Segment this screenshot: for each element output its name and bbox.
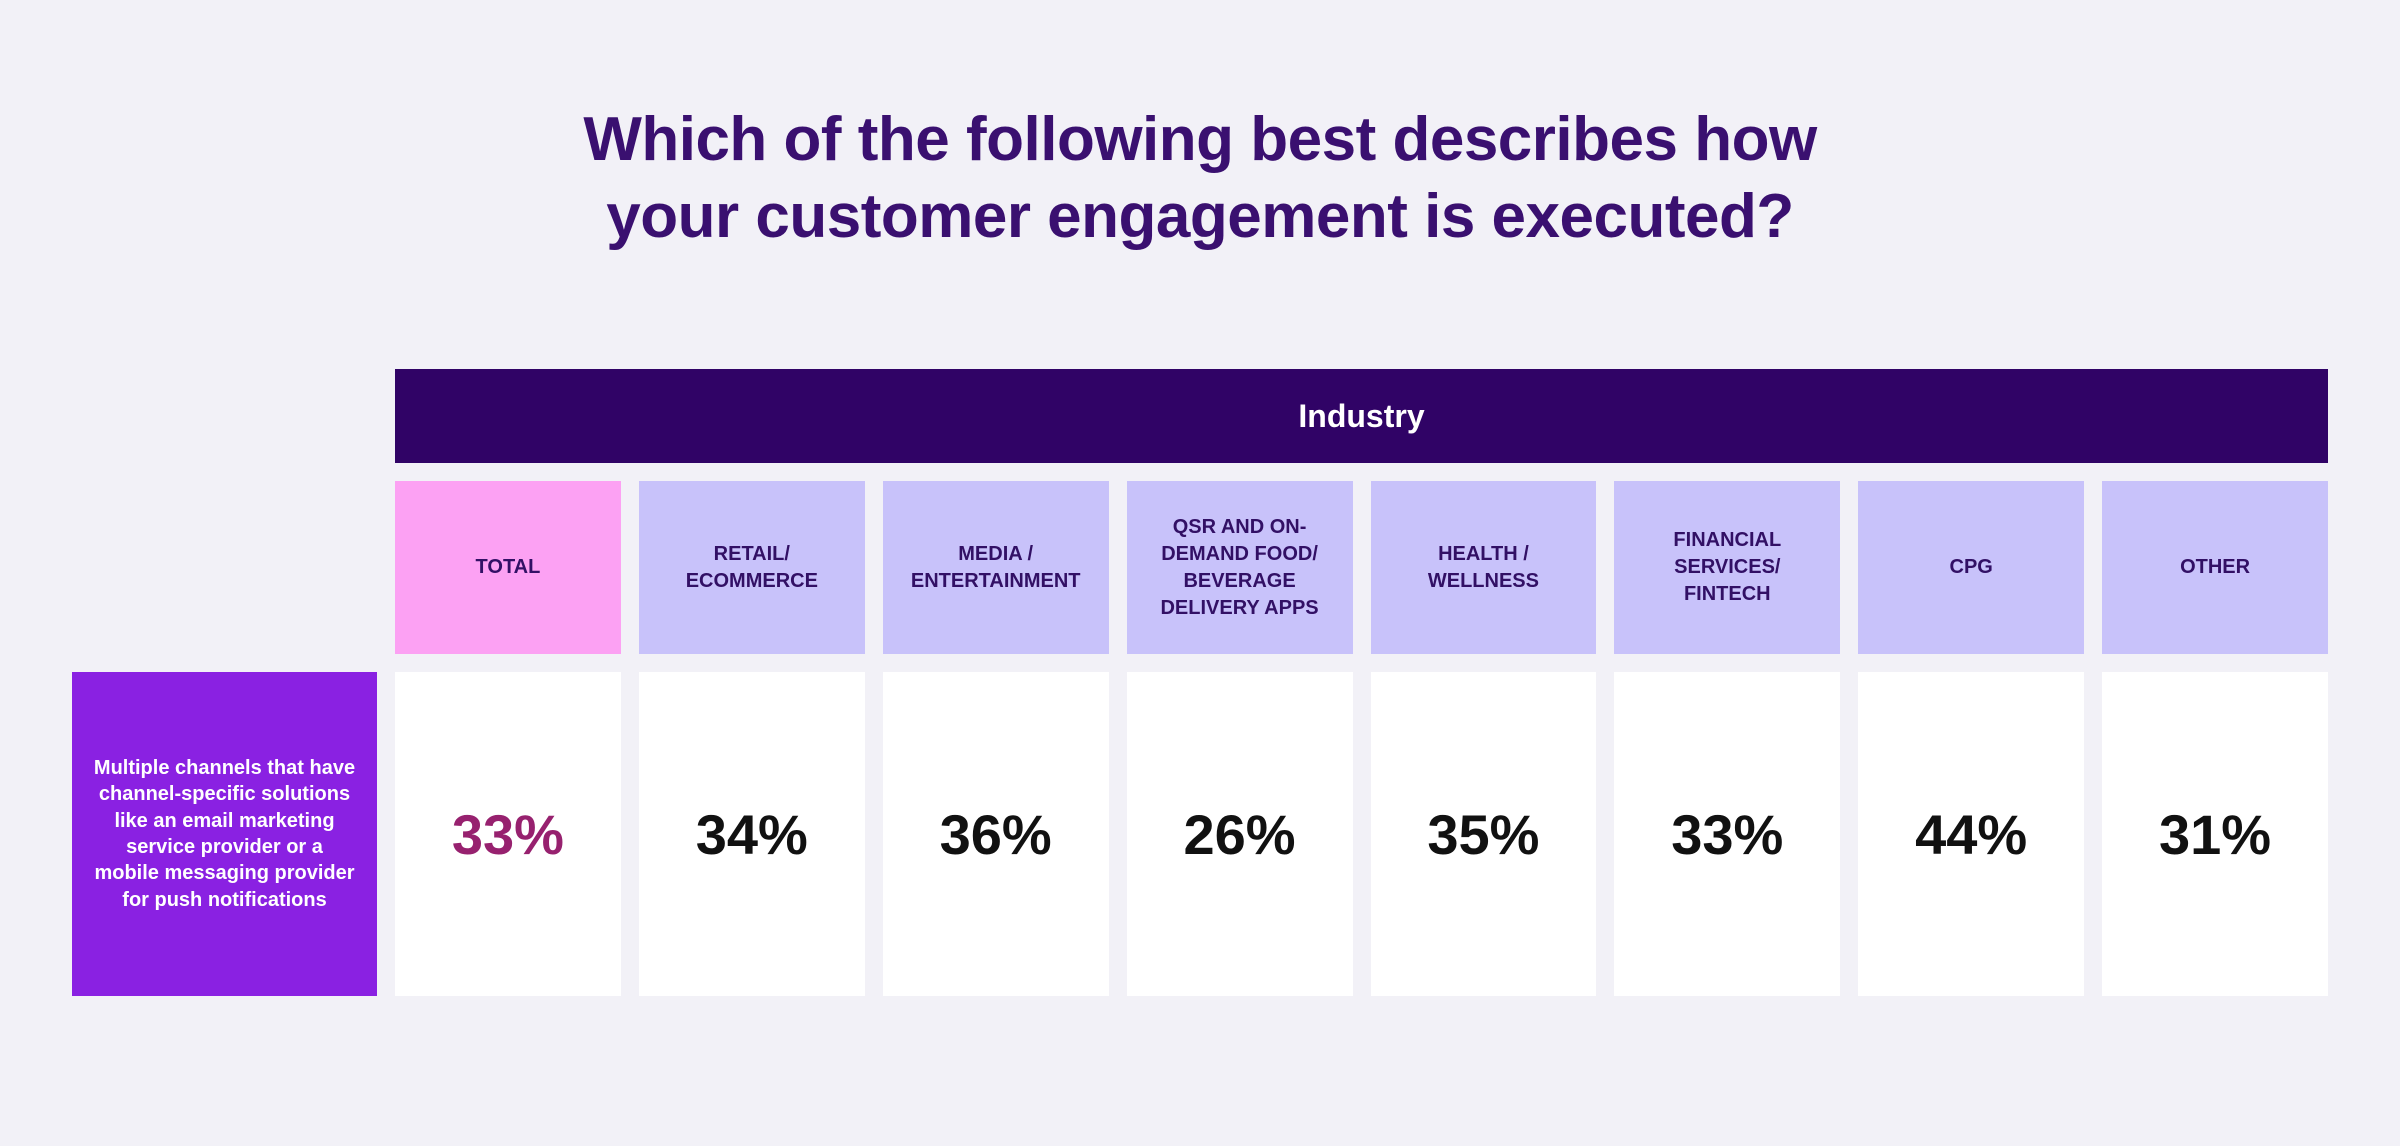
value-cell-retail-ecommerce: 34% [638, 672, 865, 996]
page-title: Which of the following best describes ho… [0, 102, 2400, 256]
industry-group-header: Industry [395, 369, 2328, 463]
corner-spacer-top [72, 369, 377, 463]
value-cell-cpg: 44% [1858, 672, 2085, 996]
value-cell-financial-services-fintech: 33% [1614, 672, 1841, 996]
page-title-line-1: Which of the following best describes ho… [583, 105, 1817, 174]
column-header-other: OTHER [2102, 481, 2328, 654]
column-header-total: TOTAL [395, 481, 621, 654]
value-cell-other: 31% [2102, 672, 2328, 996]
column-header-media-entertainment: MEDIA / ENTERTAINMENT [882, 481, 1109, 654]
row-label-multiple-channels: Multiple channels that have channel-spec… [72, 672, 377, 996]
corner-spacer-middle [72, 481, 377, 654]
column-header-retail-ecommerce: RETAIL/ ECOMMERCE [638, 481, 865, 654]
survey-table: Industry TOTAL RETAIL/ ECOMMERCE MEDIA /… [72, 369, 2328, 996]
value-cell-media-entertainment: 36% [882, 672, 1109, 996]
value-cell-health-wellness: 35% [1370, 672, 1597, 996]
value-cell-qsr-food-delivery: 26% [1126, 672, 1353, 996]
column-header-cpg: CPG [1858, 481, 2085, 654]
value-cell-total: 33% [395, 672, 621, 996]
page-title-line-2: your customer engagement is executed? [606, 181, 1794, 251]
column-header-qsr-food-delivery: QSR AND ON-DEMAND FOOD/ BEVERAGE DELIVER… [1126, 481, 1353, 654]
column-header-financial-services-fintech: FINANCIAL SERVICES/ FINTECH [1614, 481, 1841, 654]
column-header-health-wellness: HEALTH / WELLNESS [1370, 481, 1597, 654]
